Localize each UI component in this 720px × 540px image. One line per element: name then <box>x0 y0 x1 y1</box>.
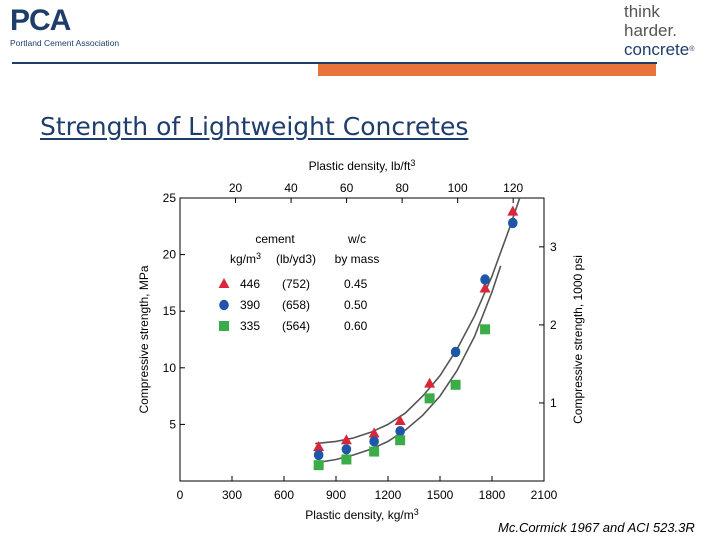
y-tick-label: 15 <box>163 304 177 318</box>
data-point-circle <box>450 346 461 358</box>
y-tick-label: 20 <box>163 248 177 262</box>
legend-header-units-us: (lb/yd3) <box>276 252 316 266</box>
citation: Mc.Cormick 1967 and ACI 523.3R <box>498 520 695 535</box>
top-tick-label: 40 <box>284 181 298 195</box>
slide-title: Strength of Lightweight Concretes <box>40 112 469 141</box>
data-point-square <box>450 379 461 390</box>
legend-header-cement: cement <box>255 232 295 246</box>
data-point-triangle <box>340 434 352 445</box>
x-tick-label: 300 <box>222 488 242 502</box>
think-harder-concrete-logo: think harder. concrete® <box>624 2 694 59</box>
top-tick-label: 80 <box>395 181 409 195</box>
pca-logo: PCA Portland Cement Association <box>10 4 120 49</box>
legend-cement-si: 390 <box>240 298 260 312</box>
y-tick-label: 25 <box>163 191 177 205</box>
header-accent-bar <box>318 64 656 76</box>
data-point-square <box>424 393 435 404</box>
pca-logo-mark: PCA <box>10 4 71 37</box>
data-point-circle <box>508 217 518 229</box>
legend-wc: 0.60 <box>344 319 368 333</box>
logo-word-concrete: concrete <box>624 40 690 59</box>
logo-line-harder: harder. <box>624 21 677 40</box>
logo-line-think: think <box>624 2 660 21</box>
data-point-circle <box>313 449 324 461</box>
x-tick-label: 900 <box>326 488 346 502</box>
legend-cement-us: (658) <box>282 298 310 312</box>
top-tick-label: 100 <box>448 181 468 195</box>
right-tick-label: 2 <box>550 318 557 332</box>
header-divider <box>12 62 657 64</box>
data-point-triangle <box>368 427 380 438</box>
legend-header-wc-sub: by mass <box>335 252 380 266</box>
x-tick-label: 0 <box>177 488 184 502</box>
legend-cement-si: 335 <box>240 319 260 333</box>
x-tick-label: 1800 <box>479 488 506 502</box>
legend-wc: 0.50 <box>344 298 368 312</box>
x-tick-label: 600 <box>274 488 294 502</box>
right-tick-label: 3 <box>550 240 557 254</box>
legend-marker-circle <box>219 299 229 311</box>
data-point-circle <box>369 436 379 447</box>
top-axis-label: Plastic density, lb/ft3 <box>309 158 416 173</box>
data-point-triangle <box>394 415 406 426</box>
data-point-square <box>369 446 380 457</box>
y-tick-label: 5 <box>169 417 176 431</box>
registered-mark: ® <box>689 46 695 53</box>
trend-curve-2 <box>315 265 502 464</box>
legend-cement-us: (564) <box>282 319 310 333</box>
y-tick-label: 10 <box>163 361 177 375</box>
plot-frame <box>179 197 545 482</box>
data-point-square <box>341 454 352 465</box>
x-tick-label: 1500 <box>427 488 454 502</box>
legend-cement-si: 446 <box>240 277 260 291</box>
legend-marker-triangle <box>218 278 230 288</box>
data-point-circle <box>341 444 352 455</box>
legend-header-wc: w/c <box>347 232 366 246</box>
top-tick-label: 20 <box>229 181 243 195</box>
data-point-square <box>480 324 491 335</box>
legend-wc: 0.45 <box>344 277 368 291</box>
data-point-triangle <box>313 441 325 452</box>
data-point-square <box>313 460 324 471</box>
top-tick-label: 60 <box>340 181 354 195</box>
trend-curve-1 <box>315 197 521 445</box>
right-axis-label: Compressive strength, 1000 psi <box>571 255 585 424</box>
right-tick-label: 1 <box>550 396 557 410</box>
data-point-triangle <box>507 205 519 216</box>
logo-line-concrete: concrete® <box>624 40 694 59</box>
x-tick-label: 2100 <box>531 488 558 502</box>
data-point-circle <box>395 425 405 437</box>
x-tick-label: 1200 <box>375 488 402 502</box>
data-point-square <box>395 435 406 446</box>
data-point-triangle <box>479 282 491 293</box>
legend-marker-square <box>219 321 229 331</box>
legend-header-units-si: kg/m3 <box>230 251 261 266</box>
y-axis-label: Compressive strength, MPa <box>137 265 151 413</box>
top-tick-label: 120 <box>503 181 523 195</box>
legend-cement-us: (752) <box>282 277 310 291</box>
data-point-triangle <box>424 377 436 388</box>
x-axis-label: Plastic density, kg/m3 <box>305 507 419 522</box>
data-point-circle <box>480 274 490 285</box>
pca-logo-subtitle: Portland Cement Association <box>10 38 120 48</box>
